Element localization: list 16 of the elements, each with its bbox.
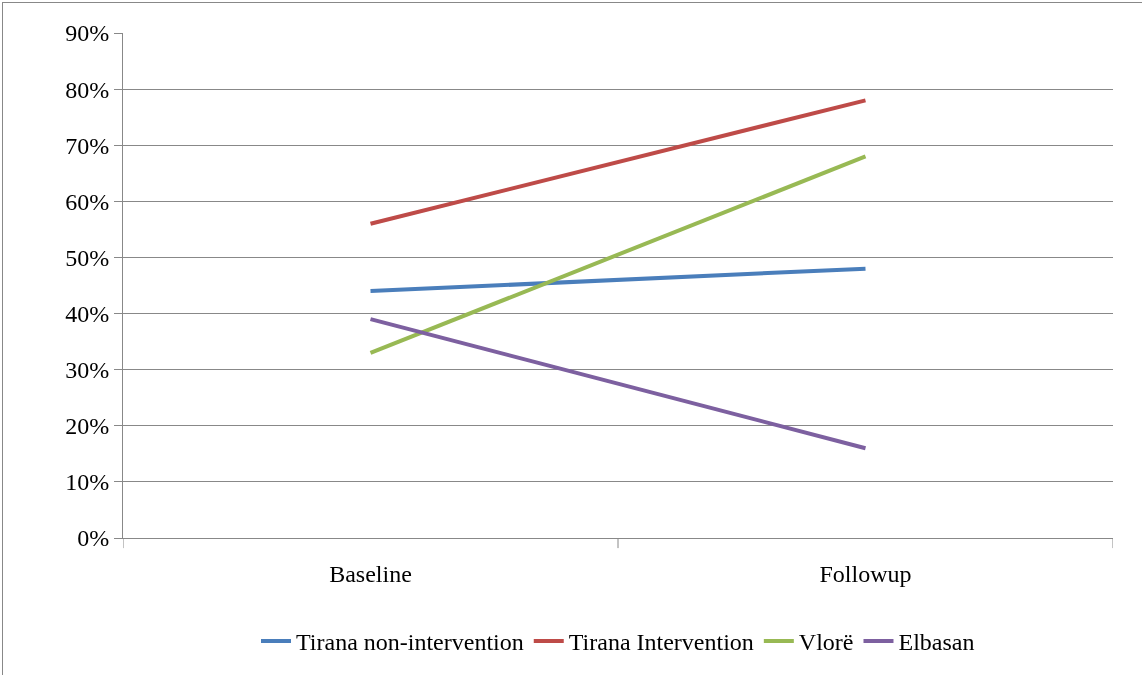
- y-tick-label: 40%: [65, 300, 110, 327]
- legend-label: Vlorë: [798, 629, 854, 656]
- y-tick-label: 90%: [65, 20, 110, 47]
- x-tick-label: Baseline: [329, 560, 412, 587]
- legend-label: Tirana Intervention: [568, 629, 754, 656]
- y-tick-label: 20%: [65, 413, 110, 440]
- y-tick-label: 30%: [65, 357, 110, 384]
- legend-label: Tirana non-intervention: [296, 629, 524, 656]
- y-tick-label: 70%: [65, 132, 110, 159]
- legend-label: Elbasan: [898, 629, 975, 656]
- y-tick-label: 60%: [65, 188, 110, 215]
- x-tick-label: Followup: [819, 560, 912, 587]
- y-tick-label: 80%: [65, 76, 110, 103]
- y-tick-label: 50%: [65, 244, 110, 271]
- y-tick-label: 0%: [77, 525, 110, 552]
- y-tick-label: 10%: [65, 469, 110, 496]
